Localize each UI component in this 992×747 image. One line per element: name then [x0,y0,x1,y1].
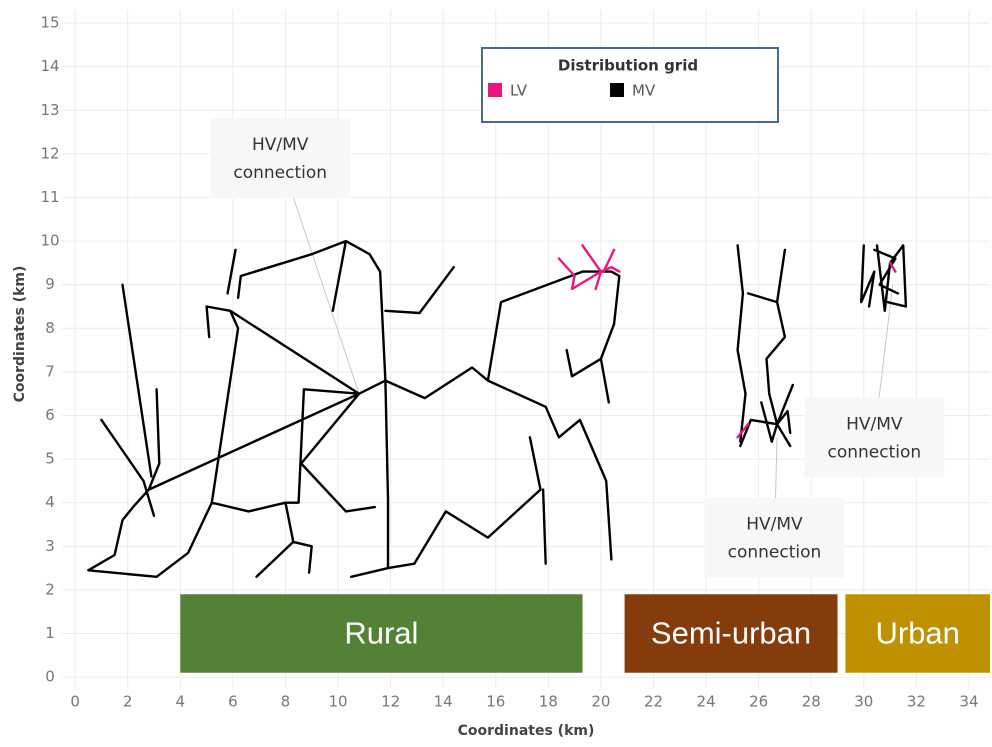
x-tick-label: 20 [591,693,610,711]
legend: Distribution grid LV MV [481,47,779,123]
y-tick-label: 4 [45,493,55,511]
y-tick-label: 6 [45,406,55,424]
y-tick-label: 3 [45,537,55,555]
region-band [180,594,583,673]
y-axis-title: Coordinates (km) [12,266,28,403]
region-label: Semi-urban [651,616,811,651]
x-tick-label: 0 [70,693,80,711]
x-tick-label: 24 [697,693,716,711]
x-tick-label: 22 [644,693,663,711]
annotation-text: connection [728,543,822,563]
annotation-text: connection [827,442,921,462]
y-tick-label: 10 [40,232,59,250]
x-tick-label: 16 [486,693,505,711]
annotation-box [804,397,945,478]
x-tick-label: 26 [749,693,768,711]
legend-swatch [488,83,502,97]
x-tick-label: 32 [907,693,926,711]
grid-lines-lv [557,244,897,439]
annotation-text: HV/MV [252,135,309,155]
y-tick-label: 13 [40,101,59,119]
legend-box [481,47,779,123]
annotation-text: HV/MV [846,414,903,434]
x-tick-label: 14 [434,693,453,711]
x-tick-label: 10 [328,693,347,711]
x-tick-label: 2 [123,693,133,711]
region-label: Urban [875,616,959,651]
y-tick-label: 2 [45,580,55,598]
y-tick-label: 11 [40,188,59,206]
x-tick-label: 34 [959,693,978,711]
annotation-box [704,497,845,578]
x-tick-label: 6 [228,693,238,711]
legend-label: MV [632,82,656,100]
annotation-text: HV/MV [746,515,803,535]
y-tick-label: 15 [40,14,59,32]
legend-title: Distribution grid [558,57,698,75]
y-tick-label: 1 [45,624,55,642]
legend-label: LV [510,82,528,100]
y-tick-label: 5 [45,450,55,468]
y-tick-label: 7 [45,362,55,380]
region-band [845,594,990,673]
x-tick-label: 28 [802,693,821,711]
y-tick-label: 8 [45,319,55,337]
x-tick-label: 18 [539,693,558,711]
legend-swatch [610,83,624,97]
y-tick-label: 14 [40,57,59,75]
y-tick-label: 12 [40,144,59,162]
x-tick-label: 8 [281,693,291,711]
x-axis-title: Coordinates (km) [458,723,595,739]
x-tick-label: 4 [176,693,186,711]
annotation-text: connection [233,163,327,183]
x-tick-label: 30 [854,693,873,711]
y-tick-label: 9 [45,275,55,293]
y-tick-label: 0 [45,668,55,686]
grid-lines-mv [87,239,908,578]
x-tick-label: 12 [381,693,400,711]
region-band [624,594,838,673]
annotation-box [210,118,351,199]
region-label: Rural [344,616,418,651]
